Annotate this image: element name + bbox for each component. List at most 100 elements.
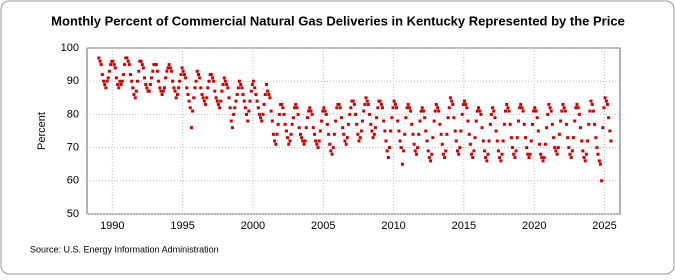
data-point bbox=[546, 112, 550, 116]
data-point bbox=[445, 132, 449, 136]
data-point bbox=[527, 156, 531, 160]
data-point bbox=[465, 106, 469, 110]
data-point bbox=[504, 109, 508, 113]
data-point bbox=[403, 132, 407, 136]
data-point bbox=[523, 136, 527, 140]
data-point bbox=[416, 146, 420, 150]
data-point bbox=[260, 119, 264, 123]
plot-area bbox=[86, 47, 621, 215]
data-point bbox=[120, 79, 124, 83]
data-point bbox=[434, 102, 438, 106]
data-point bbox=[550, 122, 554, 126]
data-point bbox=[542, 156, 546, 160]
data-point bbox=[566, 136, 570, 140]
data-point bbox=[112, 63, 116, 67]
data-point bbox=[104, 86, 108, 90]
data-point bbox=[344, 142, 348, 146]
data-point bbox=[177, 86, 181, 90]
source-note: Source: U.S. Energy Information Administ… bbox=[30, 244, 219, 254]
data-point bbox=[583, 159, 587, 163]
data-point bbox=[512, 152, 516, 156]
data-point bbox=[526, 152, 530, 156]
data-point bbox=[173, 89, 177, 93]
data-point bbox=[300, 136, 304, 140]
y-tick-label: 60 bbox=[67, 175, 79, 187]
data-point bbox=[514, 149, 518, 153]
data-point bbox=[531, 122, 535, 126]
data-point bbox=[477, 106, 481, 110]
data-point bbox=[187, 99, 191, 103]
data-point bbox=[100, 73, 104, 77]
data-point bbox=[382, 119, 386, 123]
data-point bbox=[323, 109, 327, 113]
data-point bbox=[359, 129, 363, 133]
data-point bbox=[474, 119, 478, 123]
data-point bbox=[364, 96, 368, 100]
data-point bbox=[135, 79, 139, 83]
data-point bbox=[301, 139, 305, 143]
data-point bbox=[255, 99, 259, 103]
data-point bbox=[556, 146, 560, 150]
data-point bbox=[335, 106, 339, 110]
data-point bbox=[424, 129, 428, 133]
data-point bbox=[184, 76, 188, 80]
data-point bbox=[562, 106, 566, 110]
data-point bbox=[595, 146, 599, 150]
data-point bbox=[227, 96, 231, 100]
data-point bbox=[276, 122, 280, 126]
data-point bbox=[433, 109, 437, 113]
data-point bbox=[264, 83, 268, 87]
data-point bbox=[370, 129, 374, 133]
data-point bbox=[192, 96, 196, 100]
data-point bbox=[605, 102, 609, 106]
data-point bbox=[206, 86, 210, 90]
y-tick-label: 100 bbox=[61, 42, 79, 54]
data-point bbox=[314, 139, 318, 143]
data-point bbox=[188, 106, 192, 110]
data-point bbox=[134, 89, 138, 93]
data-point bbox=[179, 73, 183, 77]
data-point bbox=[385, 149, 389, 153]
data-point bbox=[320, 119, 324, 123]
data-point bbox=[352, 102, 356, 106]
data-point bbox=[533, 106, 537, 110]
x-tick-label: 1995 bbox=[170, 220, 194, 232]
data-point bbox=[356, 132, 360, 136]
data-point bbox=[376, 106, 380, 110]
data-point bbox=[430, 152, 434, 156]
data-point bbox=[575, 102, 579, 106]
data-point bbox=[391, 106, 395, 110]
data-point bbox=[457, 152, 461, 156]
data-point bbox=[366, 102, 370, 106]
data-point bbox=[253, 86, 257, 90]
data-point bbox=[291, 116, 295, 120]
data-point bbox=[275, 132, 279, 136]
data-point bbox=[114, 76, 118, 80]
data-point bbox=[249, 89, 253, 93]
data-point bbox=[509, 136, 513, 140]
data-point bbox=[552, 136, 556, 140]
data-point bbox=[97, 56, 101, 60]
data-point bbox=[127, 63, 131, 67]
data-point bbox=[578, 126, 582, 130]
data-point bbox=[458, 146, 462, 150]
data-point bbox=[98, 59, 102, 63]
data-point bbox=[201, 96, 205, 100]
data-point bbox=[473, 136, 477, 140]
data-point bbox=[254, 92, 258, 96]
data-point bbox=[459, 129, 463, 133]
data-point bbox=[409, 109, 413, 113]
data-point bbox=[175, 92, 179, 96]
data-point bbox=[405, 106, 409, 110]
data-point bbox=[422, 109, 426, 113]
data-point bbox=[150, 76, 154, 80]
data-point bbox=[293, 106, 297, 110]
data-point bbox=[451, 102, 455, 106]
data-point bbox=[609, 139, 613, 143]
data-point bbox=[534, 109, 538, 113]
data-point bbox=[310, 112, 314, 116]
data-point bbox=[119, 83, 123, 87]
data-point bbox=[541, 159, 545, 163]
data-point bbox=[274, 142, 278, 146]
data-point bbox=[440, 142, 444, 146]
